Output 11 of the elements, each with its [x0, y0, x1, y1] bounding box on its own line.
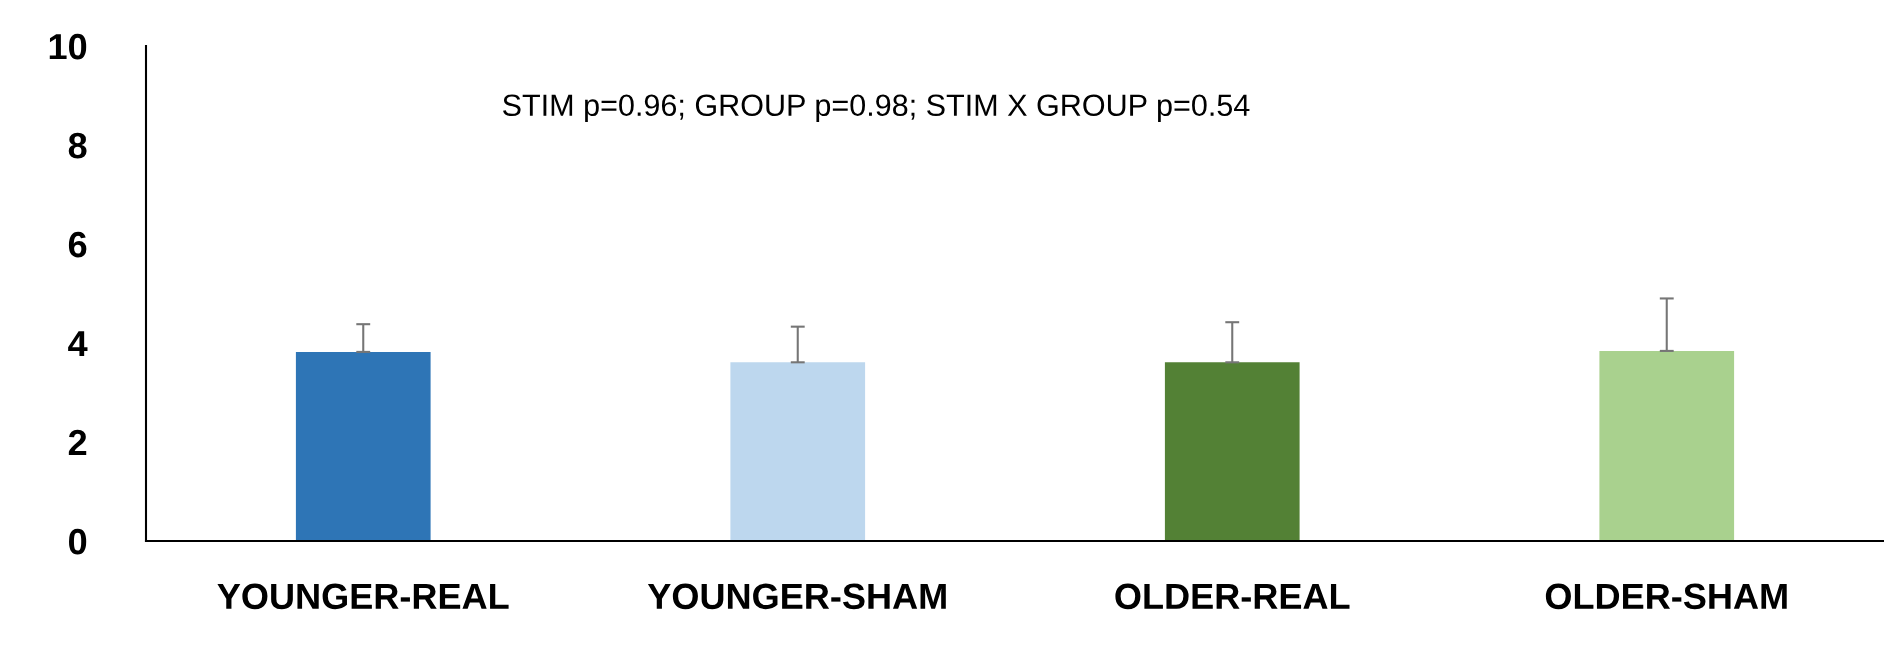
annotation: STIM p=0.96; GROUP p=0.98; STIM X GROUP p=0.54 [503, 94, 1250, 123]
x-tick-label: YOUNGER-REAL [217, 583, 509, 610]
y-tick-label: 10 [49, 33, 87, 60]
y-tick-label: 8 [68, 132, 87, 159]
y-tick-label: 6 [68, 231, 87, 258]
x-tick-label: OLDER-SHAM [1545, 583, 1787, 610]
x-tick-label: OLDER-REAL [1115, 583, 1350, 610]
y-tick-label: 0 [69, 528, 87, 555]
y-tick-label: 2 [68, 429, 87, 456]
y-tick-label: 4 [68, 331, 88, 357]
x-tick-label: YOUNGER-SHAM [647, 583, 946, 610]
